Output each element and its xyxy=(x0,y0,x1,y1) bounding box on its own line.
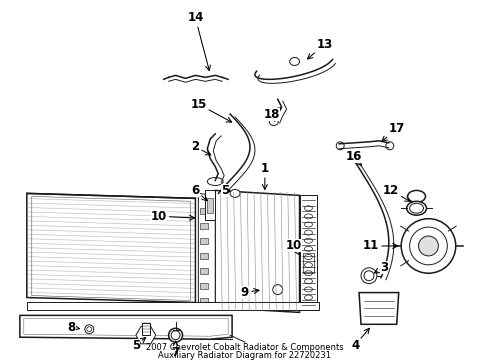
Bar xyxy=(200,268,208,274)
Ellipse shape xyxy=(418,236,438,256)
Text: 10: 10 xyxy=(285,239,301,255)
Polygon shape xyxy=(20,315,232,339)
Bar xyxy=(200,253,208,259)
Text: 18: 18 xyxy=(263,108,280,121)
Text: 1: 1 xyxy=(260,162,268,189)
Text: 5: 5 xyxy=(221,184,229,197)
Ellipse shape xyxy=(362,274,374,282)
Polygon shape xyxy=(27,193,195,302)
Text: 16: 16 xyxy=(345,150,362,166)
Bar xyxy=(205,190,215,220)
Polygon shape xyxy=(358,293,398,324)
Text: 14: 14 xyxy=(187,12,210,71)
Polygon shape xyxy=(136,327,155,344)
Polygon shape xyxy=(299,195,317,310)
Text: 7: 7 xyxy=(171,341,179,359)
Ellipse shape xyxy=(272,285,282,294)
Polygon shape xyxy=(198,193,215,307)
Bar xyxy=(142,323,149,335)
Bar xyxy=(200,223,208,229)
Bar xyxy=(200,208,208,214)
Polygon shape xyxy=(215,190,299,312)
Text: 6: 6 xyxy=(191,184,207,201)
Ellipse shape xyxy=(385,142,393,150)
Bar xyxy=(200,297,208,303)
Bar xyxy=(200,238,208,244)
Text: 17: 17 xyxy=(381,122,404,141)
Ellipse shape xyxy=(269,118,278,125)
Text: 8: 8 xyxy=(67,321,79,334)
Ellipse shape xyxy=(407,190,425,202)
Ellipse shape xyxy=(336,142,344,150)
Ellipse shape xyxy=(207,177,223,185)
Text: 10: 10 xyxy=(150,210,194,223)
Bar xyxy=(207,198,213,213)
Ellipse shape xyxy=(84,325,94,334)
Ellipse shape xyxy=(168,328,182,342)
Text: 9: 9 xyxy=(241,286,259,299)
Ellipse shape xyxy=(360,268,376,284)
Bar xyxy=(302,253,314,273)
Text: 2007 Chevrolet Cobalt Radiator & Components: 2007 Chevrolet Cobalt Radiator & Compone… xyxy=(145,343,343,352)
Ellipse shape xyxy=(406,201,426,215)
Text: 4: 4 xyxy=(350,328,368,352)
Text: 12: 12 xyxy=(382,184,409,201)
Bar xyxy=(27,302,319,310)
Text: 5: 5 xyxy=(131,338,145,352)
Ellipse shape xyxy=(230,189,240,197)
Bar xyxy=(200,283,208,289)
Text: 11: 11 xyxy=(362,239,397,252)
Text: 15: 15 xyxy=(190,98,231,122)
Text: 2: 2 xyxy=(191,140,210,155)
Text: Auxiliary Radiator Diagram for 22720231: Auxiliary Radiator Diagram for 22720231 xyxy=(158,351,330,360)
Ellipse shape xyxy=(400,219,455,273)
Text: 3: 3 xyxy=(374,261,387,274)
Text: 13: 13 xyxy=(307,38,332,59)
Ellipse shape xyxy=(289,58,299,66)
